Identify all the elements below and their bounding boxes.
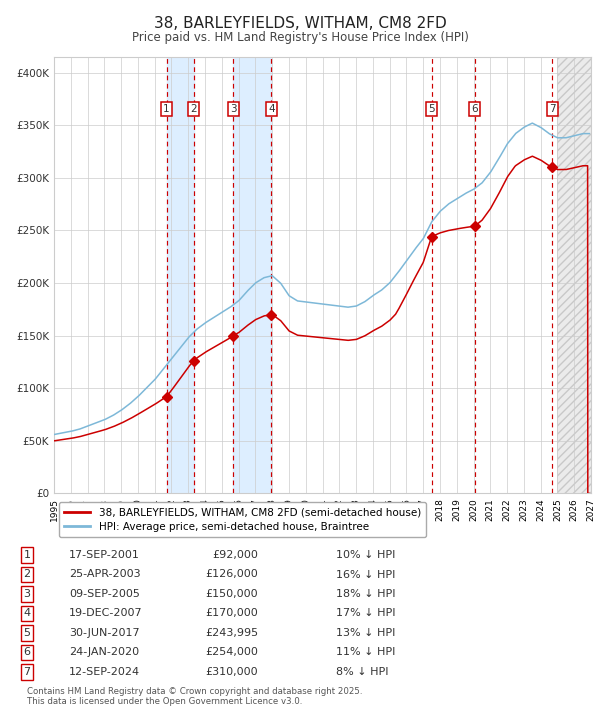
Text: 24-JAN-2020: 24-JAN-2020 — [69, 648, 139, 657]
Text: 19-DEC-2007: 19-DEC-2007 — [69, 608, 143, 618]
Text: 3: 3 — [23, 589, 31, 599]
Text: 17% ↓ HPI: 17% ↓ HPI — [336, 608, 395, 618]
Text: 3: 3 — [230, 104, 237, 114]
Text: £310,000: £310,000 — [205, 667, 258, 677]
Text: 12-SEP-2024: 12-SEP-2024 — [69, 667, 140, 677]
Text: 11% ↓ HPI: 11% ↓ HPI — [336, 648, 395, 657]
Text: 2: 2 — [23, 569, 31, 579]
Text: 5: 5 — [428, 104, 435, 114]
Text: Contains HM Land Registry data © Crown copyright and database right 2025.
This d: Contains HM Land Registry data © Crown c… — [27, 687, 362, 706]
Text: 4: 4 — [268, 104, 275, 114]
Text: 18% ↓ HPI: 18% ↓ HPI — [336, 589, 395, 599]
Text: 6: 6 — [23, 648, 31, 657]
Text: 7: 7 — [23, 667, 31, 677]
Text: 17-SEP-2001: 17-SEP-2001 — [69, 550, 140, 560]
Text: 1: 1 — [23, 550, 31, 560]
Text: 8% ↓ HPI: 8% ↓ HPI — [336, 667, 389, 677]
Text: 4: 4 — [23, 608, 31, 618]
Text: 13% ↓ HPI: 13% ↓ HPI — [336, 628, 395, 638]
Text: 38, BARLEYFIELDS, WITHAM, CM8 2FD: 38, BARLEYFIELDS, WITHAM, CM8 2FD — [154, 16, 446, 31]
Text: 25-APR-2003: 25-APR-2003 — [69, 569, 140, 579]
Text: 1: 1 — [163, 104, 170, 114]
Text: £92,000: £92,000 — [212, 550, 258, 560]
Text: 6: 6 — [472, 104, 478, 114]
Text: 10% ↓ HPI: 10% ↓ HPI — [336, 550, 395, 560]
Text: 7: 7 — [549, 104, 556, 114]
Text: Price paid vs. HM Land Registry's House Price Index (HPI): Price paid vs. HM Land Registry's House … — [131, 31, 469, 43]
Text: 2: 2 — [190, 104, 197, 114]
Text: 09-SEP-2005: 09-SEP-2005 — [69, 589, 140, 599]
Text: £254,000: £254,000 — [205, 648, 258, 657]
Bar — [167, 57, 194, 493]
Text: £243,995: £243,995 — [205, 628, 258, 638]
Bar — [557, 57, 591, 493]
Text: £170,000: £170,000 — [205, 608, 258, 618]
Text: 16% ↓ HPI: 16% ↓ HPI — [336, 569, 395, 579]
Text: 5: 5 — [23, 628, 31, 638]
Bar — [233, 57, 271, 493]
Text: 30-JUN-2017: 30-JUN-2017 — [69, 628, 140, 638]
Text: £150,000: £150,000 — [205, 589, 258, 599]
Legend: 38, BARLEYFIELDS, WITHAM, CM8 2FD (semi-detached house), HPI: Average price, sem: 38, BARLEYFIELDS, WITHAM, CM8 2FD (semi-… — [59, 502, 426, 537]
Text: £126,000: £126,000 — [205, 569, 258, 579]
